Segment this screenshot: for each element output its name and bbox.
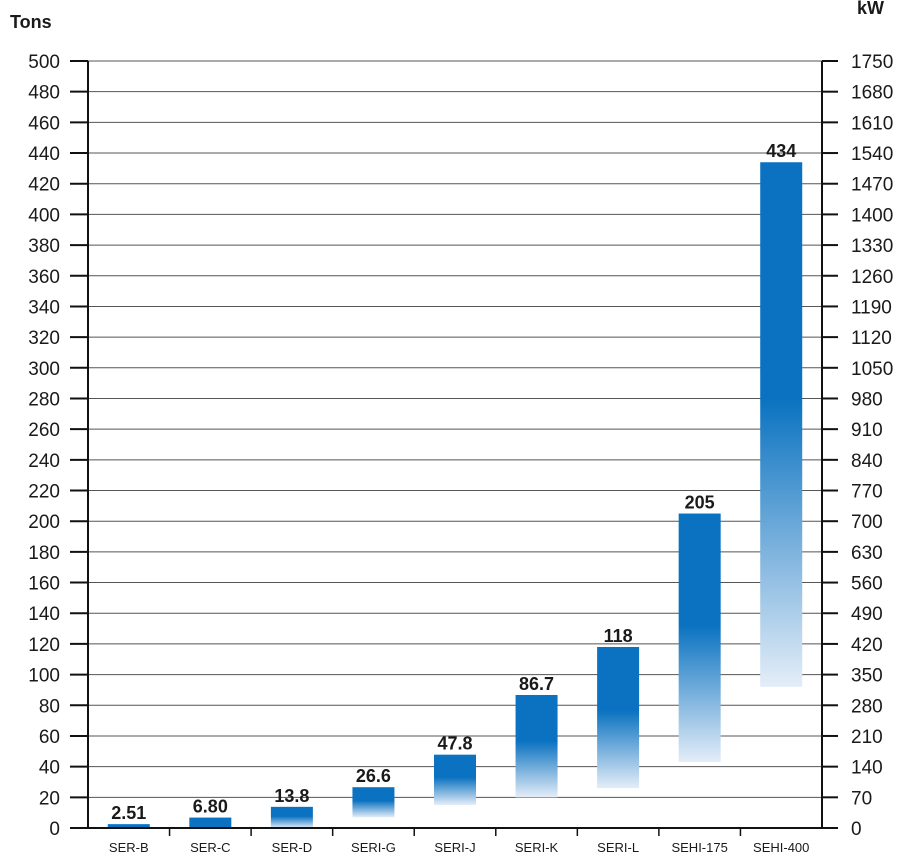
value-label-ser-d: 13.8: [274, 786, 309, 806]
category-label-seri-g: SERI-G: [351, 840, 396, 855]
left-tick-label: 140: [28, 604, 60, 625]
bars: [107, 162, 803, 828]
right-tick-label: 840: [851, 451, 883, 472]
bar-sehi-400: [760, 162, 803, 687]
right-tick-label: 1260: [851, 267, 893, 288]
left-tick-label: 400: [28, 205, 60, 226]
category-label-seri-k: SERI-K: [515, 840, 559, 855]
right-tick-label: 1680: [851, 83, 893, 104]
right-axis-title: kW: [857, 0, 884, 18]
left-tick-label: 260: [28, 420, 60, 441]
right-tick-label: 420: [851, 635, 883, 656]
bar-seri-k: [515, 695, 558, 798]
left-tick-label: 160: [28, 574, 60, 595]
bar-seri-l: [597, 646, 640, 789]
left-tick-label: 440: [28, 144, 60, 165]
left-tick-label: 500: [28, 52, 60, 73]
left-tick-label: 80: [39, 696, 60, 717]
category-label-sehi-400: SEHI-400: [753, 840, 809, 855]
right-tick-label: 1470: [851, 175, 893, 196]
bar-ser-b: [107, 824, 150, 828]
right-tick-label: 210: [851, 727, 883, 748]
right-tick-label: 1190: [851, 297, 892, 318]
left-tick-label: 480: [28, 83, 60, 104]
left-tick-label: 200: [28, 512, 60, 533]
gridlines: [88, 60, 822, 798]
bar-ser-c: [189, 817, 232, 828]
category-label-seri-j: SERI-J: [434, 840, 475, 855]
right-tick-label: 560: [851, 574, 883, 595]
right-tick-label: 1610: [851, 113, 893, 134]
right-tick-label: 280: [851, 696, 883, 717]
value-label-ser-b: 2.51: [111, 803, 146, 823]
left-tick-label: 300: [28, 359, 60, 380]
left-tick-label: 320: [28, 328, 60, 349]
right-tick-label: 1400: [851, 205, 893, 226]
value-label-seri-k: 86.7: [519, 674, 554, 694]
value-label-sehi-175: 205: [685, 493, 715, 513]
left-tick-label: 60: [39, 727, 60, 748]
category-label-ser-c: SER-C: [190, 840, 230, 855]
left-tick-label: 280: [28, 389, 60, 410]
right-tick-label: 1330: [851, 236, 893, 257]
left-tick-label: 240: [28, 451, 60, 472]
bar-seri-g: [352, 787, 395, 818]
left-tick-label: 20: [39, 788, 60, 809]
value-label-sehi-400: 434: [766, 141, 796, 161]
bar-ser-d: [270, 806, 313, 828]
right-tick-label: 1120: [851, 328, 892, 349]
left-axis-title: Tons: [10, 12, 52, 32]
right-tick-label: 910: [851, 420, 883, 441]
left-tick-label: 120: [28, 635, 60, 656]
labels: 0 20 40 60 80 100 120 140 160 180 200 220 240 260 280 3…: [28, 52, 893, 855]
axes: [70, 60, 838, 836]
right-tick-label: 1750: [851, 52, 893, 73]
left-tick-label: 420: [28, 175, 60, 196]
right-tick-label: 140: [851, 758, 883, 779]
right-tick-label: 700: [851, 512, 883, 533]
left-tick-label: 220: [28, 482, 60, 503]
left-tick-label: 380: [28, 236, 60, 257]
right-tick-label: 0: [851, 819, 862, 840]
right-tick-label: 70: [851, 788, 872, 809]
right-tick-label: 350: [851, 666, 883, 687]
right-tick-label: 630: [851, 543, 883, 564]
bar-seri-j: [434, 754, 476, 805]
value-label-seri-l: 118: [604, 626, 633, 646]
value-label-seri-j: 47.8: [437, 734, 472, 754]
left-tick-label: 340: [28, 297, 60, 318]
category-label-seri-l: SERI-L: [597, 840, 639, 855]
category-label-sehi-175: SEHI-175: [671, 840, 727, 855]
right-tick-label: 1050: [851, 359, 893, 380]
bar-sehi-175: [678, 513, 721, 763]
value-label-ser-c: 6.80: [193, 797, 228, 817]
right-tick-label: 980: [851, 389, 883, 410]
right-tick-label: 490: [851, 604, 883, 625]
left-tick-label: 180: [28, 543, 60, 564]
category-label-ser-b: SER-B: [109, 840, 149, 855]
left-tick-label: 100: [28, 666, 60, 687]
left-tick-label: 40: [39, 758, 60, 779]
left-tick-label: 460: [28, 113, 60, 134]
right-tick-label: 1540: [851, 144, 893, 165]
left-tick-label: 360: [28, 267, 60, 288]
left-tick-label: 0: [49, 819, 60, 840]
value-label-seri-g: 26.6: [356, 766, 391, 786]
category-label-ser-d: SER-D: [272, 840, 312, 855]
right-tick-label: 770: [851, 482, 883, 503]
